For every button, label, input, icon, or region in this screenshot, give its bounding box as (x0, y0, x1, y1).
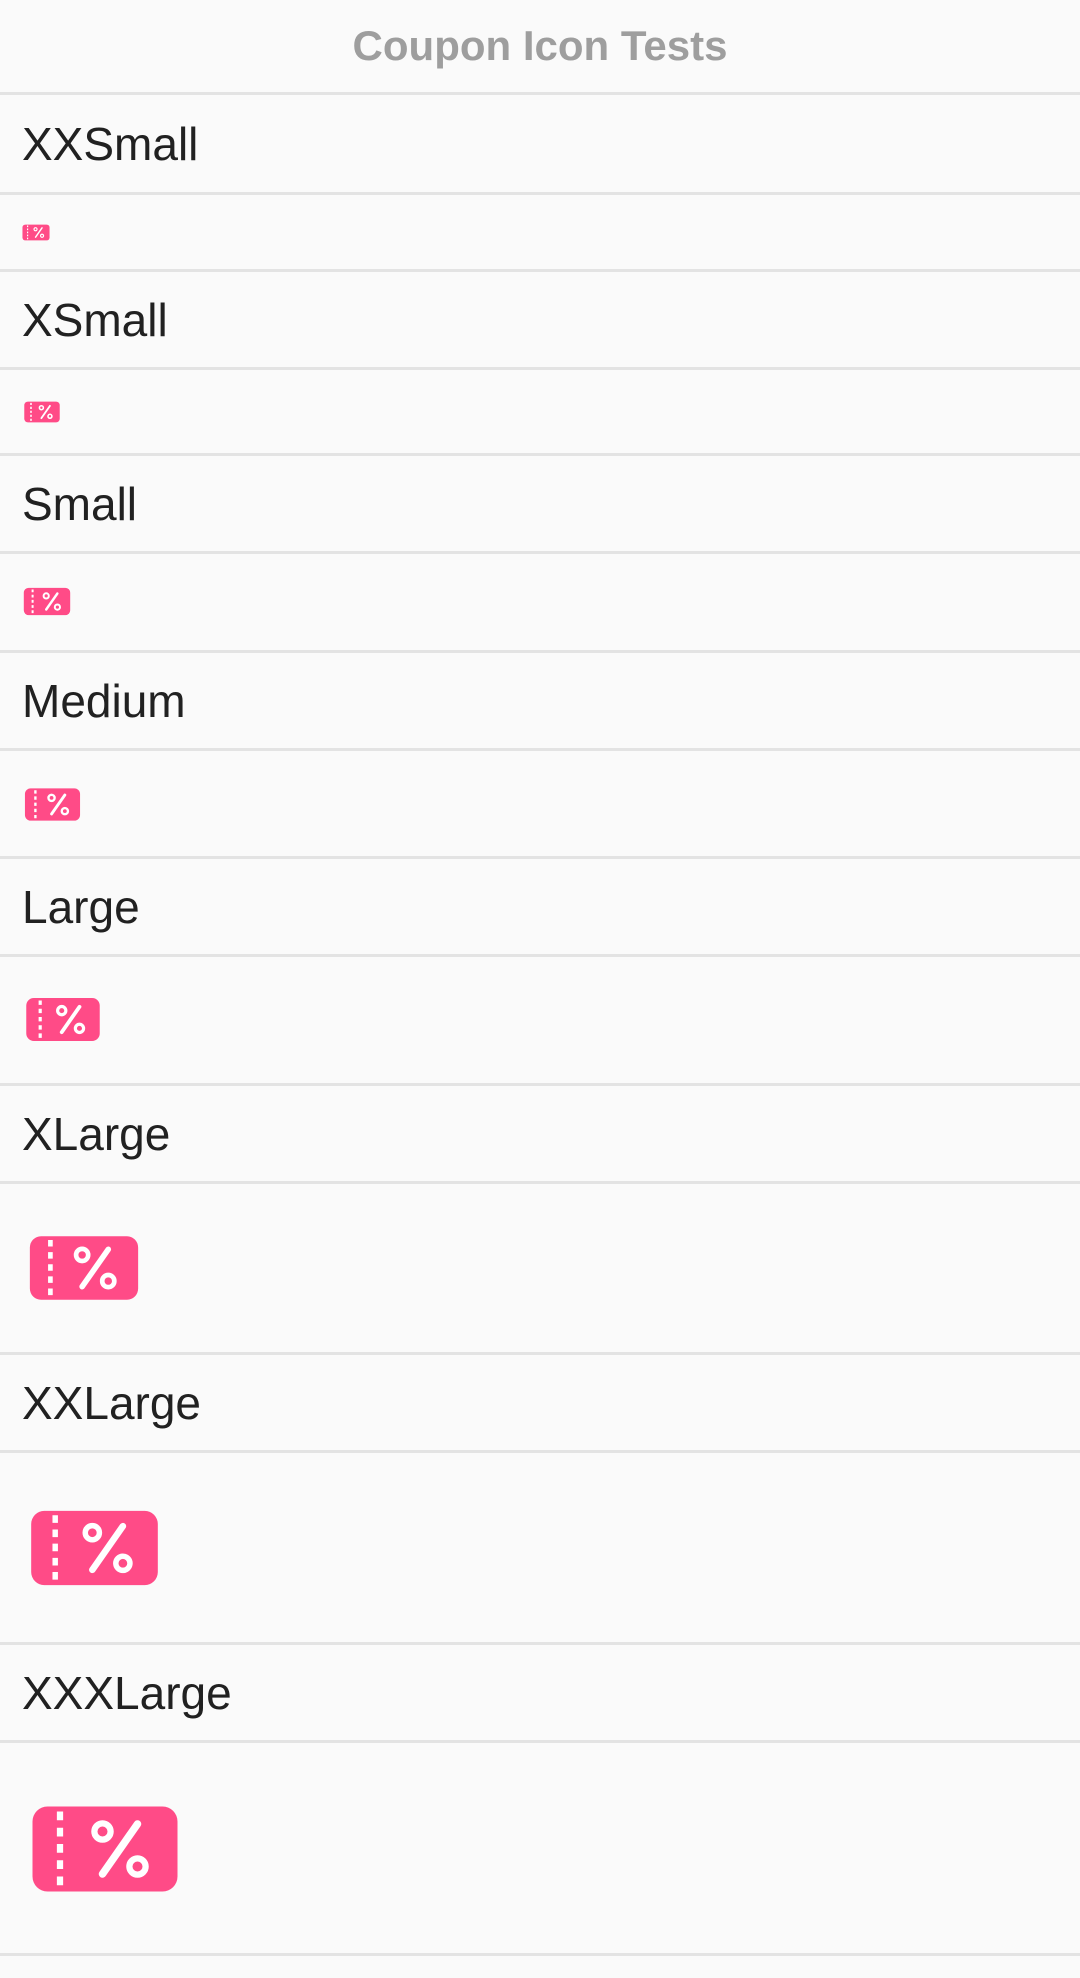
size-label-row-small: Small (0, 456, 1080, 554)
size-label: Medium (22, 674, 186, 727)
coupon-percent-icon (23, 401, 61, 423)
size-label-row-xxsmall: XXSmall (0, 95, 1080, 195)
size-label: XXSmall (22, 117, 199, 170)
size-label: XXLarge (22, 1376, 202, 1429)
size-label-row-xlarge: XLarge (0, 1086, 1080, 1184)
icon-row-xsmall (0, 370, 1080, 456)
icon-row-xxlarge (0, 1453, 1080, 1645)
coupon-percent-icon (25, 996, 101, 1043)
size-label: XXXLarge (22, 1666, 232, 1719)
icon-row-xxsmall (0, 195, 1080, 272)
size-label-row-xsmall: XSmall (0, 272, 1080, 370)
coupon-percent-icon (24, 787, 81, 822)
page-title: Coupon Icon Tests (352, 22, 728, 69)
icon-row-small (0, 554, 1080, 653)
size-label-row-xxxlarge: XXXLarge (0, 1645, 1080, 1743)
size-label-row-large: Large (0, 859, 1080, 957)
coupon-percent-icon (30, 1801, 180, 1897)
size-label: Small (22, 477, 138, 530)
icon-row-medium (0, 751, 1080, 859)
icon-row-xlarge (0, 1184, 1080, 1355)
page-header: Coupon Icon Tests (0, 0, 1080, 95)
icon-row-large (0, 957, 1080, 1086)
coupon-percent-icon (22, 224, 50, 241)
icon-row-xxxlarge (0, 1743, 1080, 1956)
size-label-row-xxlarge: XXLarge (0, 1355, 1080, 1453)
coupon-percent-icon (28, 1232, 140, 1304)
size-label: XSmall (22, 293, 168, 346)
coupon-percent-icon (29, 1506, 160, 1590)
coupon-percent-icon (23, 587, 71, 616)
size-label: XLarge (22, 1107, 171, 1160)
size-label: Large (22, 880, 140, 933)
size-label-row-medium: Medium (0, 653, 1080, 751)
